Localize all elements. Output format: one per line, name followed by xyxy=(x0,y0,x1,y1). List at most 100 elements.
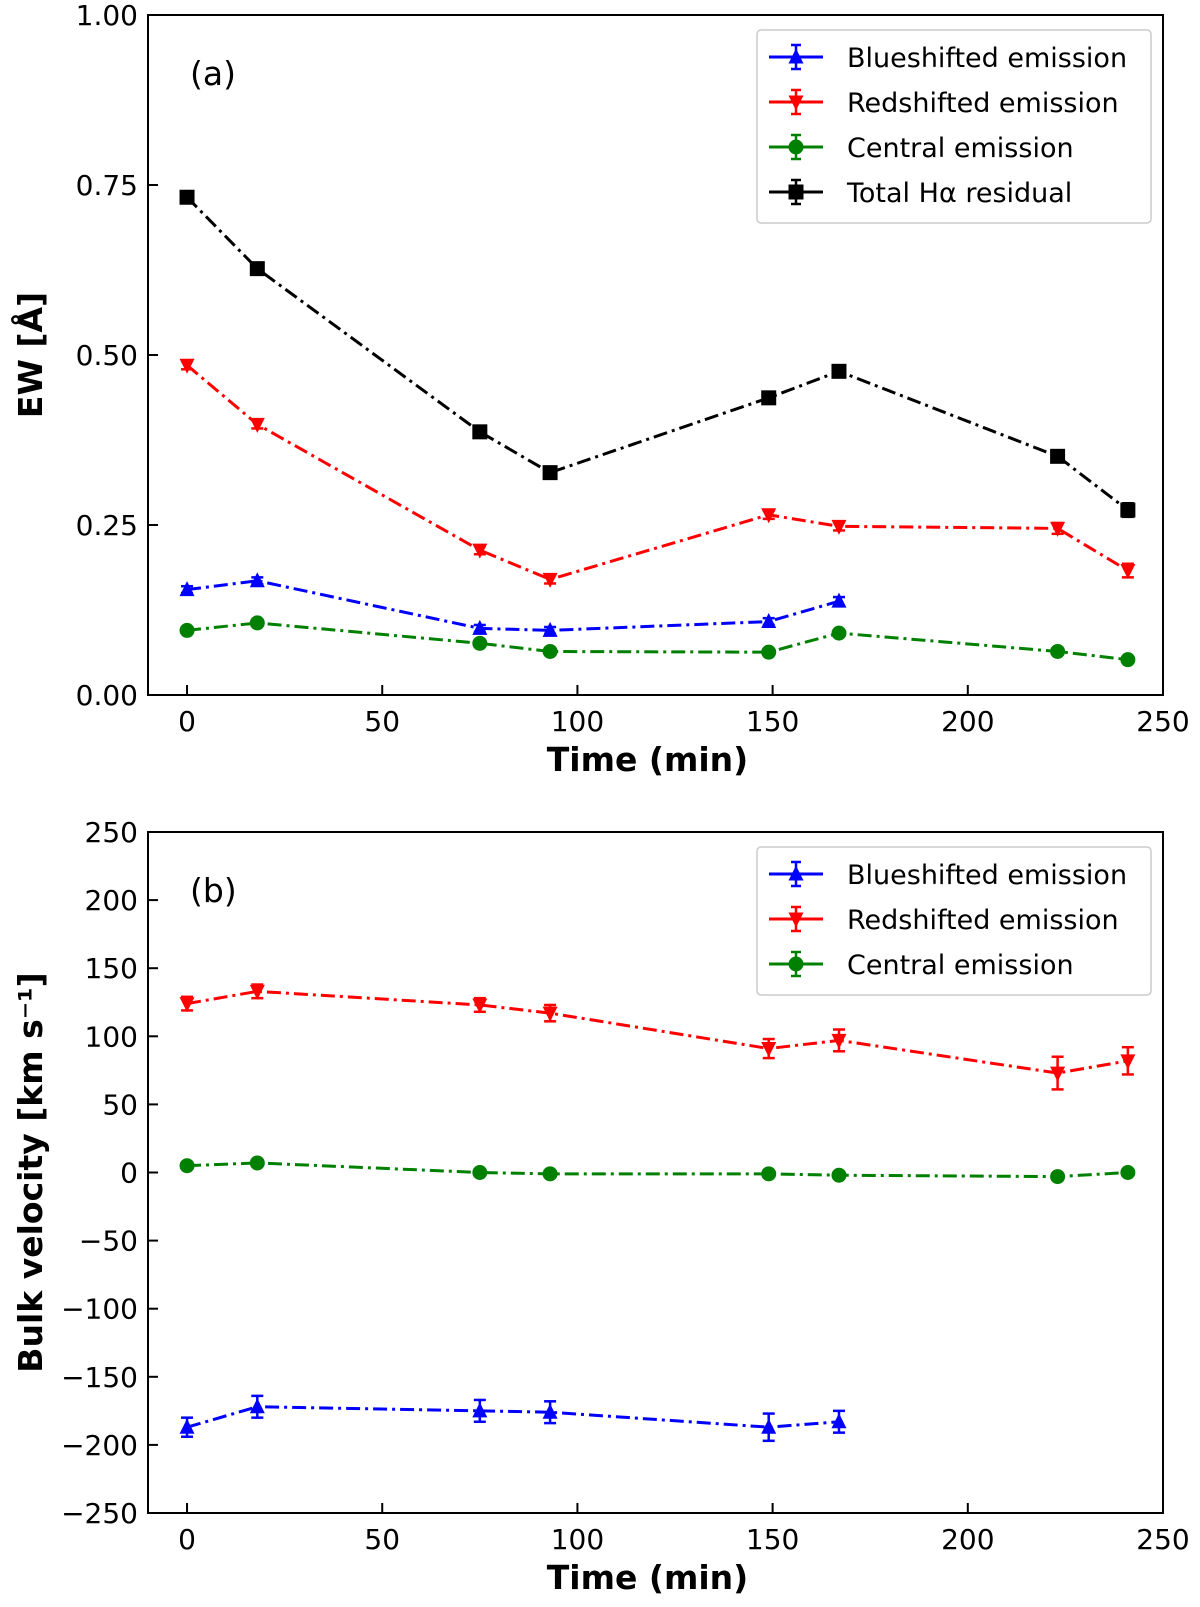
data-point xyxy=(761,613,777,629)
data-point xyxy=(179,1158,195,1174)
legend-label: Blueshifted emission xyxy=(847,860,1127,891)
data-point xyxy=(761,508,777,524)
panel-b-velocity-chart: 0 50 100 150 200 250 −250 −200 −150 −100 −50 0 50 100… xyxy=(11,816,1190,1597)
data-point xyxy=(1050,1066,1066,1082)
legend-entry: Central emission xyxy=(769,950,1074,981)
data-point xyxy=(831,363,847,379)
data-point xyxy=(249,261,265,277)
y-tick-label: 0.75 xyxy=(76,169,138,202)
legend-label: Total Hα residual xyxy=(846,178,1072,209)
series-redshifted-emission xyxy=(179,983,1136,1091)
data-point xyxy=(542,1006,558,1022)
data-point xyxy=(1050,448,1066,464)
data-point xyxy=(831,625,847,641)
x-tick-label: 50 xyxy=(364,1523,400,1556)
x-tick-label: 250 xyxy=(1136,1523,1189,1556)
data-point xyxy=(472,1402,488,1418)
y-tick-label: 0.00 xyxy=(76,679,138,712)
legend-marker xyxy=(788,139,804,155)
data-point xyxy=(831,519,847,535)
y-tick-label: 100 xyxy=(85,1020,138,1053)
legend-entry: Blueshifted emission xyxy=(769,860,1127,891)
data-point xyxy=(179,358,195,374)
data-point xyxy=(249,1398,265,1414)
data-point xyxy=(1050,521,1066,537)
data-point xyxy=(761,1418,777,1434)
legend-label: Blueshifted emission xyxy=(847,43,1127,74)
series-line xyxy=(185,196,1129,512)
data-point xyxy=(472,1165,488,1180)
data-point xyxy=(1120,502,1136,518)
y-tick-label: −200 xyxy=(61,1429,138,1462)
legend-marker xyxy=(788,956,804,972)
data-point xyxy=(1120,564,1136,580)
legend-entry: Redshifted emission xyxy=(769,905,1119,936)
data-point xyxy=(249,615,265,631)
data-point xyxy=(542,621,558,637)
y-tick-label: 50 xyxy=(102,1088,138,1121)
legend-box xyxy=(756,29,1152,224)
series-line xyxy=(186,1161,1128,1179)
panel-a-ew-chart: 0 50 100 150 200 250 0.00 0.25 0.50 0.75 1.00 Time … xyxy=(10,0,1190,779)
data-point xyxy=(831,592,847,608)
data-point xyxy=(761,390,777,406)
series-blueshifted-emission xyxy=(179,572,847,637)
data-point xyxy=(249,572,265,588)
series-central-emission xyxy=(179,615,1136,668)
legend-marker xyxy=(788,184,804,200)
y-tick-label: 250 xyxy=(85,816,138,849)
data-point xyxy=(472,619,488,635)
series-total-h-residual xyxy=(179,189,1136,519)
legend-marker xyxy=(788,912,804,928)
data-point xyxy=(179,581,195,597)
data-point xyxy=(1050,643,1066,659)
series-redshifted-emission xyxy=(179,358,1136,588)
y-tick-label: 0.50 xyxy=(76,339,138,372)
series-central-emission xyxy=(179,1155,1136,1185)
data-point xyxy=(831,1413,847,1429)
y-tick-label: 0.25 xyxy=(76,509,138,542)
data-point xyxy=(1120,1165,1136,1180)
data-point xyxy=(831,1167,847,1183)
data-point xyxy=(249,1155,265,1171)
y-axis-title: EW [Å] xyxy=(10,292,50,418)
data-point xyxy=(542,572,558,588)
y-tick-label: −100 xyxy=(61,1293,138,1326)
y-tick-label: 150 xyxy=(85,952,138,985)
legend: Blueshifted emission Redshifted emission C… xyxy=(756,846,1152,996)
data-point xyxy=(1120,1054,1136,1070)
x-tick-label: 50 xyxy=(364,705,400,738)
legend-entry: Total Hα residual xyxy=(769,178,1072,209)
data-point xyxy=(472,543,488,559)
x-tick-label: 0 xyxy=(178,1523,196,1556)
x-tick-label: 100 xyxy=(551,705,604,738)
y-tick-label: 1.00 xyxy=(76,0,138,32)
series-blueshifted-emission xyxy=(179,1394,847,1443)
data-point xyxy=(831,1033,847,1049)
x-tick-label: 200 xyxy=(941,705,994,738)
legend-label: Central emission xyxy=(847,950,1074,981)
x-tick-label: 150 xyxy=(746,705,799,738)
data-point xyxy=(1120,652,1136,668)
data-point xyxy=(542,1403,558,1419)
legend-entry: Blueshifted emission xyxy=(769,43,1127,74)
data-point xyxy=(249,417,265,433)
x-axis-title: Time (min) xyxy=(547,1558,748,1597)
series-line xyxy=(186,989,1129,1075)
series-line xyxy=(186,364,1129,581)
data-point xyxy=(472,998,488,1014)
data-point xyxy=(472,635,488,651)
y-axis-title: Bulk velocity [km s⁻¹] xyxy=(11,972,50,1372)
x-tick-label: 0 xyxy=(178,705,196,738)
data-point xyxy=(1050,1169,1066,1185)
data-point xyxy=(179,1418,195,1434)
data-point xyxy=(249,984,265,1000)
x-tick-label: 100 xyxy=(551,1523,604,1556)
y-tick-label: −150 xyxy=(61,1361,138,1394)
x-axis-title: Time (min) xyxy=(547,740,748,779)
series-line xyxy=(186,621,1129,662)
y-tick-label: −250 xyxy=(61,1497,138,1530)
legend-label: Redshifted emission xyxy=(847,88,1119,119)
series-line xyxy=(186,579,840,632)
